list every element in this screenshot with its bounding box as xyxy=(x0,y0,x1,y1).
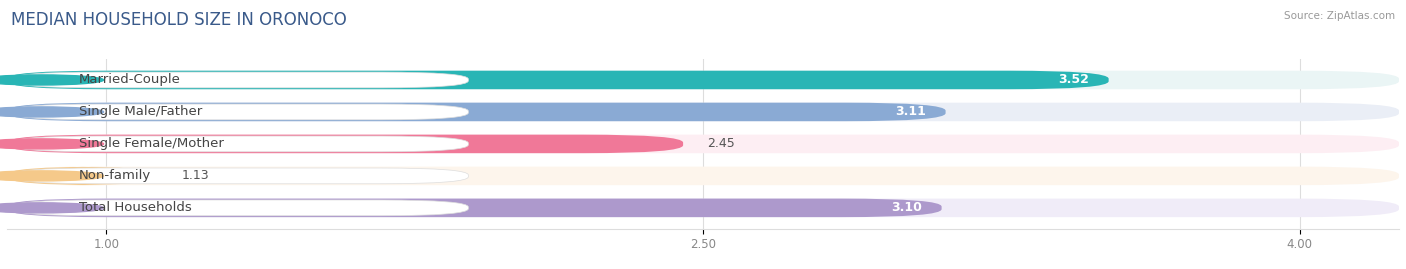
FancyBboxPatch shape xyxy=(7,135,683,153)
Text: MEDIAN HOUSEHOLD SIZE IN ORONOCO: MEDIAN HOUSEHOLD SIZE IN ORONOCO xyxy=(11,11,347,29)
Circle shape xyxy=(0,139,104,149)
Circle shape xyxy=(0,75,104,85)
FancyBboxPatch shape xyxy=(11,104,468,120)
Circle shape xyxy=(0,203,104,213)
Text: 3.52: 3.52 xyxy=(1057,73,1088,86)
Circle shape xyxy=(0,107,104,117)
Text: 3.10: 3.10 xyxy=(891,201,922,214)
FancyBboxPatch shape xyxy=(11,200,468,216)
FancyBboxPatch shape xyxy=(7,199,1399,217)
FancyBboxPatch shape xyxy=(7,71,1399,89)
FancyBboxPatch shape xyxy=(11,168,468,184)
FancyBboxPatch shape xyxy=(7,103,1399,121)
Text: Source: ZipAtlas.com: Source: ZipAtlas.com xyxy=(1284,11,1395,21)
FancyBboxPatch shape xyxy=(11,72,468,88)
Text: Single Female/Mother: Single Female/Mother xyxy=(79,137,224,150)
Text: Non-family: Non-family xyxy=(79,169,150,182)
Circle shape xyxy=(0,171,104,181)
Text: Married-Couple: Married-Couple xyxy=(79,73,180,86)
FancyBboxPatch shape xyxy=(7,199,942,217)
Text: 1.13: 1.13 xyxy=(181,169,209,182)
FancyBboxPatch shape xyxy=(7,103,946,121)
Text: 3.11: 3.11 xyxy=(894,105,925,118)
Text: Total Households: Total Households xyxy=(79,201,191,214)
Text: Single Male/Father: Single Male/Father xyxy=(79,105,202,118)
FancyBboxPatch shape xyxy=(7,167,1399,185)
FancyBboxPatch shape xyxy=(7,167,157,185)
FancyBboxPatch shape xyxy=(7,135,1399,153)
FancyBboxPatch shape xyxy=(7,71,1109,89)
FancyBboxPatch shape xyxy=(11,136,468,152)
Text: 2.45: 2.45 xyxy=(707,137,735,150)
